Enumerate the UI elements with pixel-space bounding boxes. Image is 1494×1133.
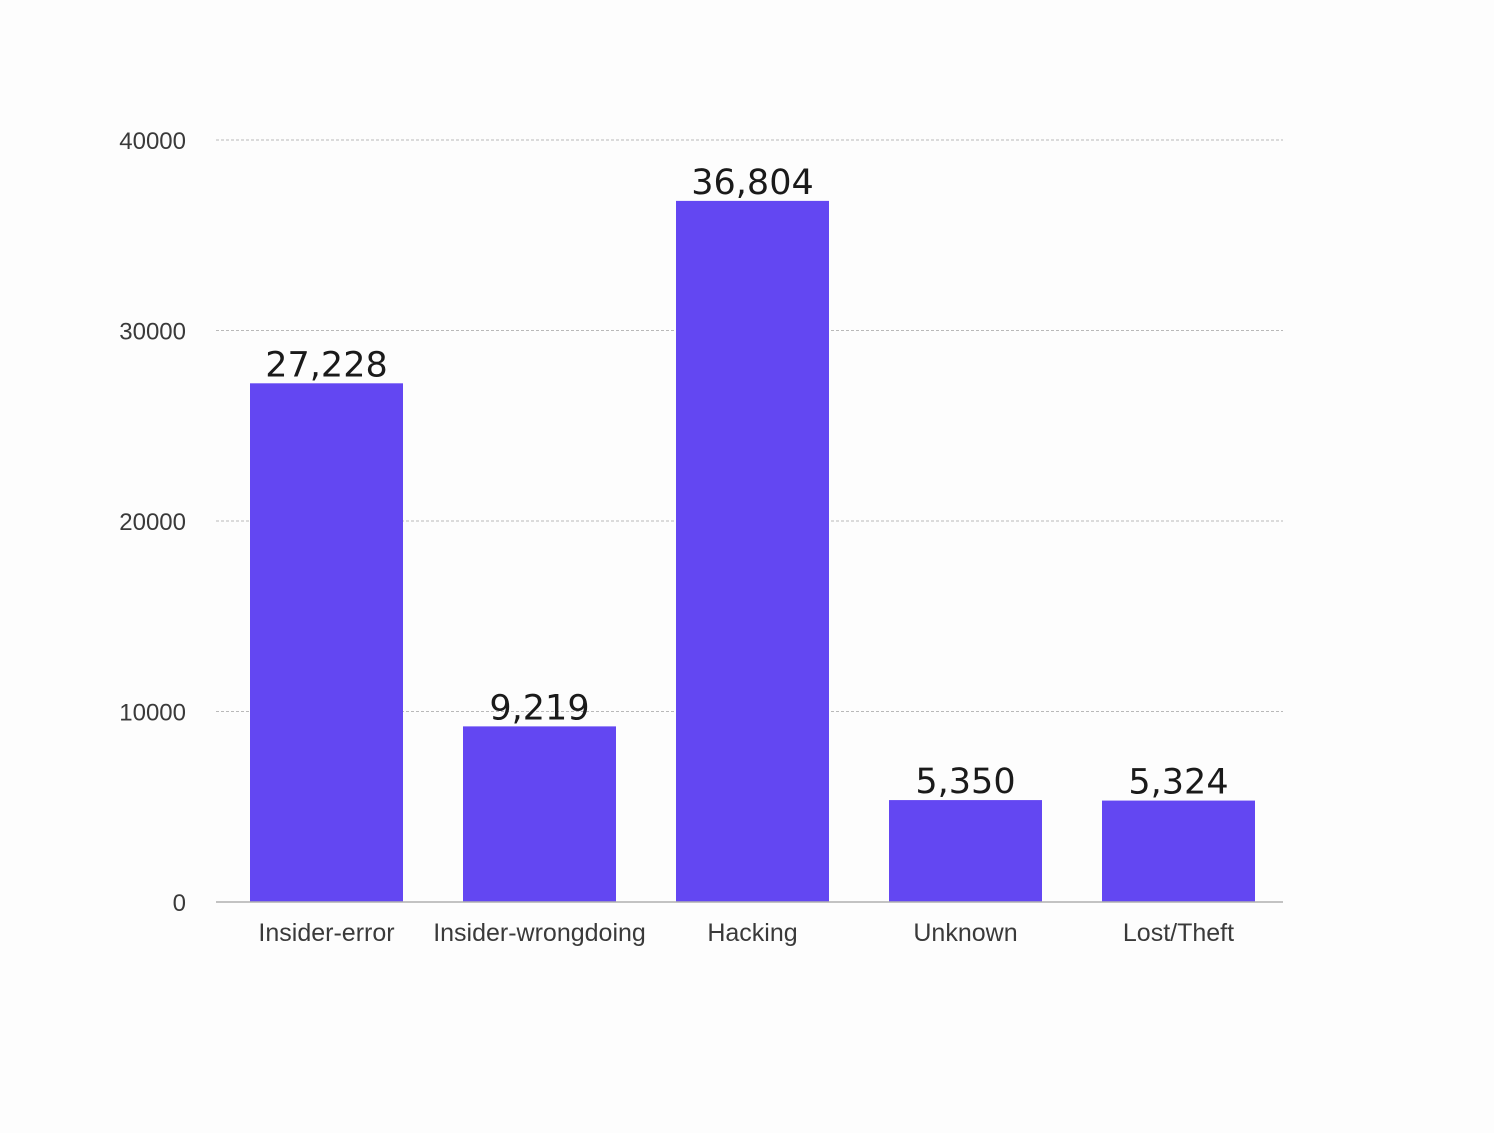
y-tick-label: 0 bbox=[173, 890, 186, 917]
data-labels: 27,228 9,219 36,804 5,350 5,324 bbox=[265, 163, 1228, 803]
bar bbox=[250, 383, 403, 902]
bars bbox=[250, 200, 1255, 903]
x-axis-category-labels: Insider-error Insider-wrongdoing Hacking Un… bbox=[258, 919, 1234, 947]
category-label: Hacking bbox=[707, 919, 797, 947]
y-tick-label: 30000 bbox=[119, 319, 186, 346]
bar bbox=[1102, 800, 1255, 902]
bar-value-label: 9,219 bbox=[489, 688, 589, 728]
category-label: Unknown bbox=[913, 919, 1017, 947]
y-tick-label: 10000 bbox=[119, 700, 186, 727]
category-label: Insider-wrongdoing bbox=[433, 919, 646, 947]
bar-value-label: 36,804 bbox=[691, 163, 813, 203]
bar bbox=[676, 200, 829, 903]
category-label: Lost/Theft bbox=[1123, 919, 1234, 947]
bar bbox=[889, 800, 1042, 902]
bar-value-label: 5,350 bbox=[915, 762, 1015, 802]
y-tick-label: 40000 bbox=[119, 128, 186, 155]
y-tick-label: 20000 bbox=[119, 509, 186, 536]
category-label: Insider-error bbox=[258, 919, 394, 947]
bar-value-label: 27,228 bbox=[265, 345, 387, 385]
y-axis-tick-labels: 0 10000 20000 30000 40000 bbox=[119, 128, 186, 917]
bar bbox=[463, 726, 616, 902]
bar-value-label: 5,324 bbox=[1128, 763, 1228, 803]
